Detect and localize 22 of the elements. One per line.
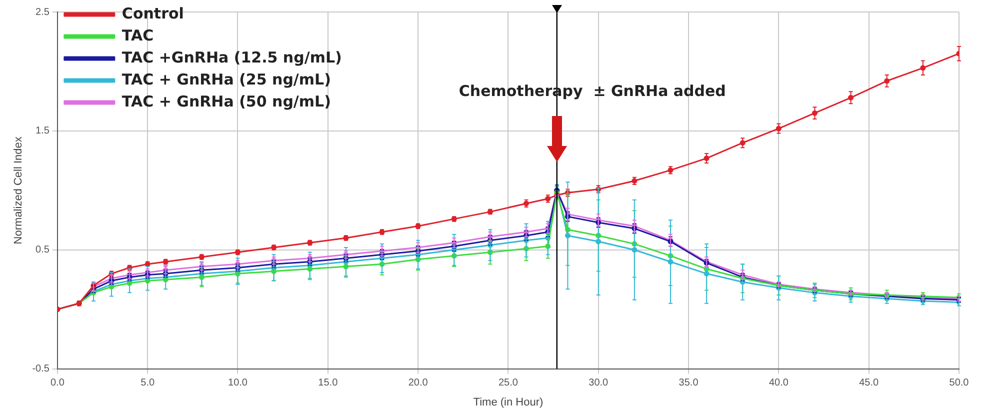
y-axis-title: Normalized Cell Index <box>12 136 25 244</box>
x-tick-label: 35.0 <box>678 378 699 389</box>
x-tick-label: 30.0 <box>588 378 609 389</box>
x-tick-label: 10.0 <box>228 378 248 389</box>
y-tick-label: 2.5 <box>36 6 50 18</box>
legend-label: TAC <box>122 26 154 44</box>
x-tick-label: 40.0 <box>768 378 789 389</box>
x-tick-label: 15.0 <box>318 378 338 389</box>
x-tick-label: 5.0 <box>140 378 155 389</box>
x-tick-label: 20.0 <box>408 378 428 389</box>
x-axis-title: Time (in Hour) <box>473 396 544 408</box>
legend-label: TAC +GnRHa (12.5 ng/mL) <box>122 48 342 66</box>
x-tick-label: 50.0 <box>949 378 970 389</box>
legend-label: TAC + GnRHa (50 ng/mL) <box>122 92 331 110</box>
legend-label: TAC + GnRHa (25 ng/mL) <box>122 70 331 88</box>
y-tick-label: 0.5 <box>36 244 50 256</box>
y-tick-label: 1.5 <box>36 126 50 137</box>
x-tick-label: 0.0 <box>50 378 65 389</box>
legend-label: Control <box>122 4 184 22</box>
x-tick-label: 45.0 <box>859 378 880 389</box>
y-tick-label: -0.5 <box>32 364 50 375</box>
x-tick-label: 25.0 <box>498 378 518 389</box>
